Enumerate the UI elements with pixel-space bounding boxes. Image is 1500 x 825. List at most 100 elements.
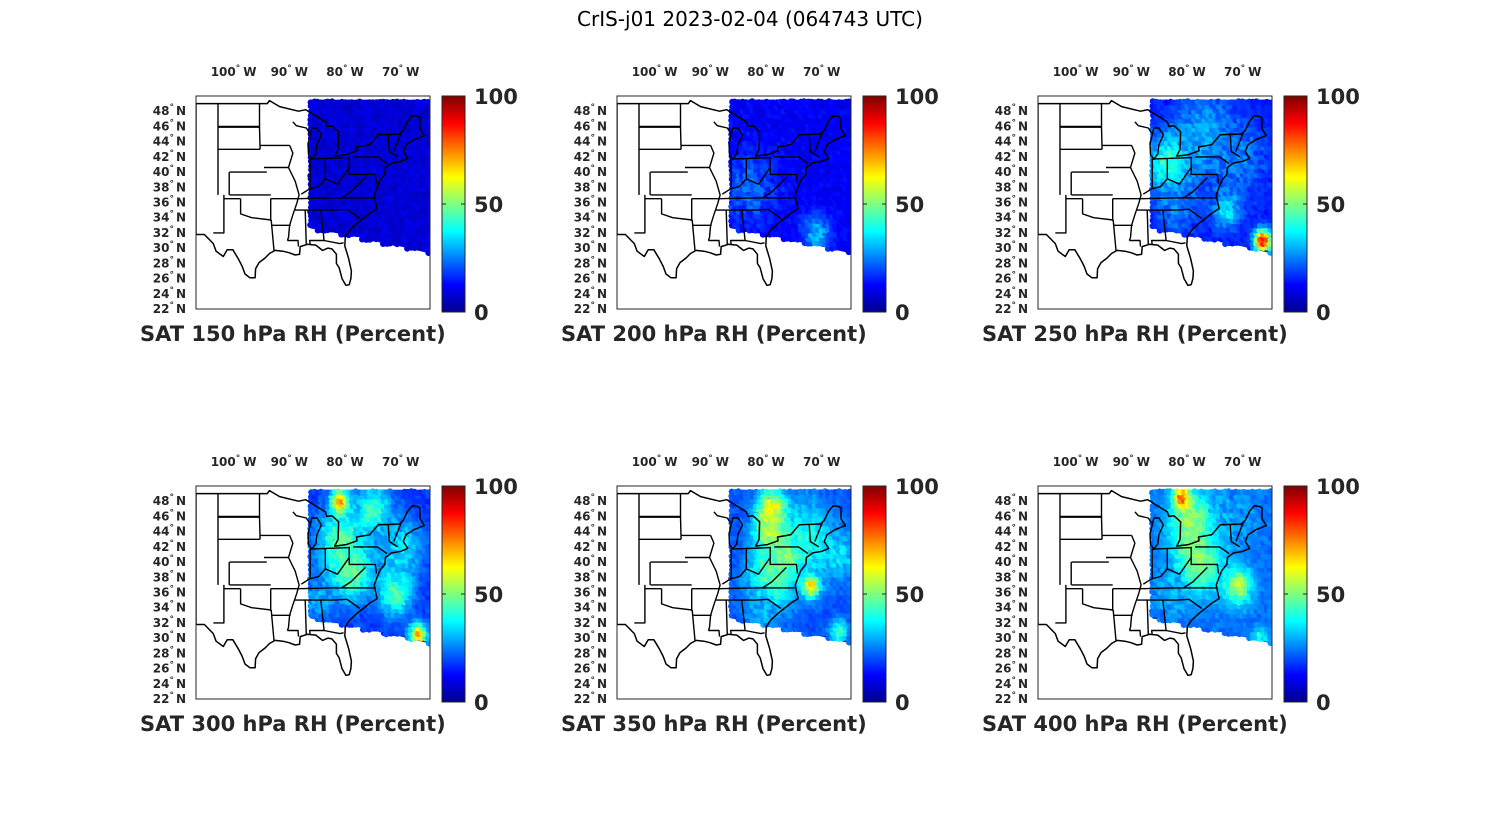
rh-sample [846, 213, 851, 220]
rh-sample [835, 131, 842, 138]
lat-tick-label: 26° N [995, 271, 1028, 286]
state-border [258, 103, 261, 150]
rh-sample [846, 113, 851, 120]
state-border [310, 546, 350, 550]
state-border [299, 587, 332, 590]
rh-sample [846, 204, 851, 211]
rh-sample [1267, 154, 1272, 161]
rh-sample [366, 594, 373, 601]
lat-tick-label: 30° N [153, 630, 186, 645]
satellite-swath [728, 98, 851, 256]
state-border [721, 167, 771, 195]
lat-tick-label: 32° N [153, 225, 186, 240]
rh-sample [390, 181, 397, 188]
rh-sample [1267, 236, 1272, 243]
lat-tick-label: 24° N [995, 286, 1028, 301]
lat-tick-label: 36° N [153, 195, 186, 210]
satellite-swath [728, 488, 851, 646]
rh-sample [348, 99, 355, 106]
lat-tick-label: 30° N [574, 240, 607, 255]
lake-michigan-outline [307, 127, 323, 161]
rh-sample [846, 108, 851, 115]
rh-sample [425, 122, 430, 129]
rh-sample [845, 186, 851, 193]
lon-tick-label: 70° W [382, 64, 419, 79]
rh-sample [1267, 213, 1272, 220]
rh-sample [1266, 181, 1272, 188]
lake-michigan-outline [1149, 127, 1165, 161]
state-border [707, 145, 721, 241]
state-border [679, 103, 682, 150]
panel-title: SAT 200 hPa RH (Percent) [561, 322, 867, 346]
map-panel: 100° W 90° W 80° W 70° W48° N46° N44° N42° N40° N38°… [140, 454, 518, 736]
rh-sample [1235, 208, 1242, 215]
rh-sample [1267, 130, 1272, 137]
colorbar-tick-label: 100 [895, 85, 939, 109]
rh-sample [845, 195, 851, 202]
rh-sample [846, 158, 851, 165]
state-border [213, 584, 225, 624]
state-border [393, 521, 403, 542]
state-border [1183, 176, 1208, 199]
lat-tick-label: 24° N [574, 286, 607, 301]
map-panel: 100° W 90° W 80° W 70° W48° N46° N44° N42° N40° N38°… [561, 454, 939, 736]
rh-sample [424, 498, 430, 505]
rh-sample [1242, 131, 1249, 138]
lat-tick-label: 34° N [153, 600, 186, 615]
state-border [387, 523, 399, 548]
state-border [286, 145, 300, 241]
rh-sample [1197, 108, 1204, 115]
state-border [258, 493, 261, 540]
lat-tick-label: 32° N [995, 225, 1028, 240]
state-border [1129, 239, 1142, 247]
lat-tick-label: 48° N [574, 103, 607, 118]
state-border [731, 156, 771, 160]
state-border [1141, 197, 1174, 200]
state-border [348, 156, 378, 184]
lat-tick-label: 38° N [574, 179, 607, 194]
state-border [1081, 198, 1114, 221]
rh-sample [425, 640, 430, 647]
lat-tick-label: 42° N [153, 539, 186, 554]
rh-sample [793, 108, 801, 115]
state-border [393, 131, 403, 152]
lat-tick-label: 44° N [153, 524, 186, 539]
rh-sample [846, 626, 851, 633]
rh-sample [324, 98, 331, 105]
rh-sample [1266, 222, 1272, 229]
lat-tick-label: 44° N [574, 134, 607, 149]
rh-sample [1267, 194, 1272, 201]
rh-sample [424, 589, 430, 596]
lat-tick-label: 36° N [574, 195, 607, 210]
state-border [755, 208, 782, 220]
state-border [292, 121, 311, 134]
state-border [708, 239, 721, 247]
lat-tick-label: 28° N [153, 255, 186, 270]
lat-tick-label: 46° N [153, 118, 186, 133]
rh-sample [1266, 99, 1272, 106]
lat-tick-label: 48° N [153, 103, 186, 118]
lon-tick-label: 70° W [1224, 64, 1261, 79]
satellite-swath [307, 488, 430, 647]
state-border [1128, 145, 1142, 241]
state-border [1165, 239, 1186, 245]
rh-sample [379, 231, 386, 238]
lat-tick-label: 36° N [995, 195, 1028, 210]
rh-sample [424, 99, 430, 106]
state-border [1134, 121, 1153, 134]
lat-tick-label: 38° N [153, 569, 186, 584]
rh-sample [831, 159, 839, 166]
state-border [1195, 156, 1230, 165]
colorbar-tick-label: 50 [895, 193, 924, 217]
rh-sample [424, 521, 430, 528]
lon-tick-label: 80° W [326, 454, 363, 469]
rh-sample [425, 489, 430, 496]
lake-michigan-outline [307, 517, 323, 551]
rh-sample [1266, 140, 1272, 147]
state-border [1055, 194, 1067, 234]
rh-sample [1266, 200, 1272, 207]
rh-sample [846, 612, 851, 619]
rh-sample [425, 232, 430, 239]
rh-sample [787, 621, 794, 629]
rh-sample [425, 530, 430, 537]
